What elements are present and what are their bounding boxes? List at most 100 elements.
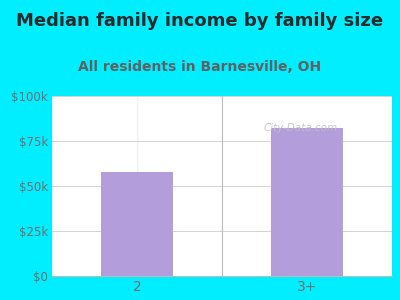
Bar — [137, 96, 138, 276]
Bar — [138, 96, 139, 276]
Bar — [137, 96, 138, 276]
Bar — [138, 96, 139, 276]
Bar — [137, 96, 138, 276]
Bar — [137, 96, 138, 276]
Bar — [137, 96, 138, 276]
Bar — [101, 172, 173, 276]
Bar — [137, 96, 138, 276]
Bar — [138, 96, 139, 276]
Bar — [137, 96, 138, 276]
Bar — [137, 96, 138, 276]
Bar — [137, 96, 138, 276]
Bar — [137, 96, 138, 276]
Bar — [138, 96, 139, 276]
Bar — [138, 96, 139, 276]
Bar — [137, 96, 138, 276]
Bar — [137, 96, 138, 276]
Bar — [137, 96, 138, 276]
Bar — [138, 96, 139, 276]
Bar — [138, 96, 139, 276]
Bar — [137, 96, 138, 276]
Bar — [137, 96, 138, 276]
Bar — [137, 96, 138, 276]
Bar — [137, 96, 138, 276]
Bar — [137, 96, 138, 276]
Bar — [137, 96, 138, 276]
Bar — [137, 96, 138, 276]
Bar — [137, 96, 138, 276]
Bar — [138, 96, 139, 276]
Bar — [137, 96, 138, 276]
Bar — [138, 96, 139, 276]
Bar — [137, 96, 138, 276]
Bar — [137, 96, 138, 276]
Bar — [137, 96, 138, 276]
Bar — [137, 96, 138, 276]
Bar — [271, 128, 343, 276]
Bar — [137, 96, 138, 276]
Bar — [137, 96, 138, 276]
Bar — [137, 96, 138, 276]
Bar — [137, 96, 138, 276]
Bar — [137, 96, 138, 276]
Bar — [138, 96, 139, 276]
Bar — [137, 96, 138, 276]
Bar — [138, 96, 139, 276]
Bar — [137, 96, 138, 276]
Bar — [137, 96, 138, 276]
Bar — [137, 96, 138, 276]
Bar — [137, 96, 138, 276]
Bar — [137, 96, 138, 276]
Bar — [137, 96, 138, 276]
Bar — [137, 96, 138, 276]
Bar — [138, 96, 139, 276]
Bar — [137, 96, 138, 276]
Text: City-Data.com: City-Data.com — [263, 123, 337, 134]
Bar — [137, 96, 138, 276]
Bar — [138, 96, 139, 276]
Bar — [137, 96, 138, 276]
Bar — [137, 96, 138, 276]
Bar — [137, 96, 138, 276]
Bar — [137, 96, 138, 276]
Bar — [137, 96, 138, 276]
Bar — [137, 96, 138, 276]
Bar — [137, 96, 138, 276]
Bar — [137, 96, 138, 276]
Bar — [138, 96, 139, 276]
Bar — [138, 96, 139, 276]
Bar — [137, 96, 138, 276]
Bar — [137, 96, 138, 276]
Bar — [137, 96, 138, 276]
Bar — [137, 96, 138, 276]
Bar — [138, 96, 139, 276]
Text: Median family income by family size: Median family income by family size — [16, 12, 384, 30]
Bar — [137, 96, 138, 276]
Bar — [137, 96, 138, 276]
Bar — [137, 96, 138, 276]
Bar — [137, 96, 138, 276]
Bar — [137, 96, 138, 276]
Bar — [137, 96, 138, 276]
Bar — [137, 96, 138, 276]
Bar — [137, 96, 138, 276]
Bar — [137, 96, 138, 276]
Bar — [137, 96, 138, 276]
Bar — [137, 96, 138, 276]
Bar — [137, 96, 138, 276]
Bar — [137, 96, 138, 276]
Bar — [138, 96, 139, 276]
Bar — [137, 96, 138, 276]
Bar — [137, 96, 138, 276]
Bar — [137, 96, 138, 276]
Bar — [137, 96, 138, 276]
Bar — [137, 96, 138, 276]
Bar — [137, 96, 138, 276]
Bar — [137, 96, 138, 276]
Bar — [137, 96, 138, 276]
Text: All residents in Barnesville, OH: All residents in Barnesville, OH — [78, 60, 322, 74]
Bar — [137, 96, 138, 276]
Bar — [137, 96, 138, 276]
Bar — [138, 96, 139, 276]
Bar — [137, 96, 138, 276]
